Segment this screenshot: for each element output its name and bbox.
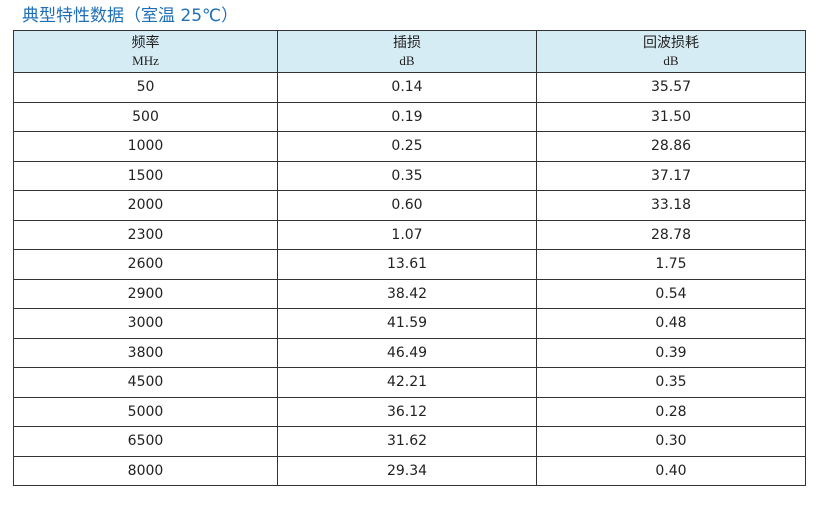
table-cell: 500 — [13, 101, 278, 132]
table-row: 2300 1.07 28.78 — [13, 219, 806, 250]
table-cell: 31.62 — [277, 426, 537, 457]
table-cell: 2600 — [13, 249, 278, 280]
table-cell: 0.30 — [536, 426, 806, 457]
table-row: 50 0.14 35.57 — [13, 72, 806, 103]
table-cell: 0.48 — [536, 308, 806, 339]
table-cell: 41.59 — [277, 308, 537, 339]
table-cell: 0.35 — [277, 160, 537, 191]
column-header: 插损 dB — [277, 30, 537, 73]
table-cell: 1.07 — [277, 219, 537, 250]
table-cell: 3800 — [13, 337, 278, 368]
column-unit: dB — [399, 52, 415, 68]
table-cell: 37.17 — [536, 160, 806, 191]
table-cell: 36.12 — [277, 396, 537, 427]
table-cell: 0.28 — [536, 396, 806, 427]
table-row: 6500 31.62 0.30 — [13, 426, 806, 457]
table-row: 500 0.19 31.50 — [13, 101, 806, 132]
table-cell: 4500 — [13, 367, 278, 398]
table-cell: 0.14 — [277, 72, 537, 103]
column-name: 插损 — [393, 34, 421, 51]
table-row: 2000 0.60 33.18 — [13, 190, 806, 221]
table-cell: 0.25 — [277, 131, 537, 162]
table-header: 频率 MHz 插损 dB 回波损耗 dB — [13, 30, 806, 73]
table-cell: 1000 — [13, 131, 278, 162]
table-cell: 0.54 — [536, 278, 806, 309]
table-cell: 5000 — [13, 396, 278, 427]
table-cell: 28.86 — [536, 131, 806, 162]
table-cell: 1.75 — [536, 249, 806, 280]
table-cell: 3000 — [13, 308, 278, 339]
table-cell: 35.57 — [536, 72, 806, 103]
data-table: 频率 MHz 插损 dB 回波损耗 dB 50 0.14 35.57 500 0.19 31.50 1… — [13, 30, 806, 486]
title: 典型特性数据（室温 25℃） — [22, 6, 239, 26]
column-header: 频率 MHz — [13, 30, 278, 73]
table-cell: 6500 — [13, 426, 278, 457]
table-cell: 28.78 — [536, 219, 806, 250]
table-row: 3800 46.49 0.39 — [13, 337, 806, 368]
header-row: 频率 MHz 插损 dB 回波损耗 dB — [13, 30, 806, 73]
table-row: 1000 0.25 28.86 — [13, 131, 806, 162]
table-cell: 2900 — [13, 278, 278, 309]
table-cell: 0.19 — [277, 101, 537, 132]
table-row: 2600 13.61 1.75 — [13, 249, 806, 280]
table-cell: 13.61 — [277, 249, 537, 280]
table-cell: 0.60 — [277, 190, 537, 221]
column-unit: dB — [663, 52, 679, 68]
table-cell: 0.35 — [536, 367, 806, 398]
table-cell: 0.39 — [536, 337, 806, 368]
table-cell: 38.42 — [277, 278, 537, 309]
table-row: 2900 38.42 0.54 — [13, 278, 806, 309]
table-row: 3000 41.59 0.48 — [13, 308, 806, 339]
table-cell: 2300 — [13, 219, 278, 250]
column-unit: MHz — [132, 52, 159, 68]
table-cell: 50 — [13, 72, 278, 103]
table-cell: 0.40 — [536, 455, 806, 486]
table-cell: 31.50 — [536, 101, 806, 132]
table-cell: 1500 — [13, 160, 278, 191]
table-row: 5000 36.12 0.28 — [13, 396, 806, 427]
table-body: 50 0.14 35.57 500 0.19 31.50 1000 0.25 28.86 1500… — [13, 72, 806, 486]
table-row: 4500 42.21 0.35 — [13, 367, 806, 398]
table-cell: 29.34 — [277, 455, 537, 486]
table-row: 8000 29.34 0.40 — [13, 455, 806, 486]
table-row: 1500 0.35 37.17 — [13, 160, 806, 191]
column-name: 频率 — [131, 34, 160, 51]
table-cell: 8000 — [13, 455, 278, 486]
table-cell: 2000 — [13, 190, 278, 221]
table-cell: 42.21 — [277, 367, 537, 398]
column-name: 回波损耗 — [643, 34, 699, 51]
table-cell: 46.49 — [277, 337, 537, 368]
table-cell: 33.18 — [536, 190, 806, 221]
column-header: 回波损耗 dB — [536, 30, 806, 73]
